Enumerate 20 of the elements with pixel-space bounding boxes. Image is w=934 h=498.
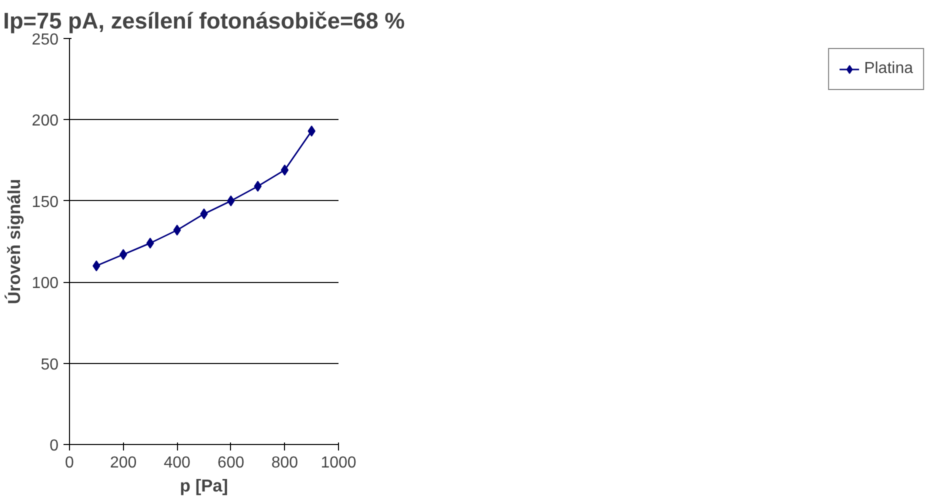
y-tick-label: 200 <box>32 112 59 130</box>
x-tick-label: 200 <box>110 454 137 472</box>
y-tick-label: 250 <box>32 32 59 48</box>
y-tick-label: 50 <box>40 356 59 374</box>
x-tick-label: 800 <box>271 454 298 472</box>
legend-label: Platina <box>864 60 913 78</box>
point <box>254 180 262 192</box>
x-tick-label: 0 <box>65 454 74 472</box>
y-tick-label: 150 <box>32 194 59 211</box>
point <box>280 164 289 176</box>
y-tick-label: 100 <box>32 275 59 292</box>
point <box>146 238 154 249</box>
x-tick-label: 600 <box>218 454 244 472</box>
point <box>119 248 128 260</box>
x-tick-label: 400 <box>164 454 191 472</box>
y-axis-title: Úroveň signálu <box>4 178 24 304</box>
y-tick-label: 0 <box>50 438 59 454</box>
x-tick-label: 1000 <box>320 454 356 472</box>
chart-title: Ip=75 pA, zesílení fotonásobiče=68 % <box>3 8 405 34</box>
x-axis-title: p [Pa] <box>180 476 228 496</box>
